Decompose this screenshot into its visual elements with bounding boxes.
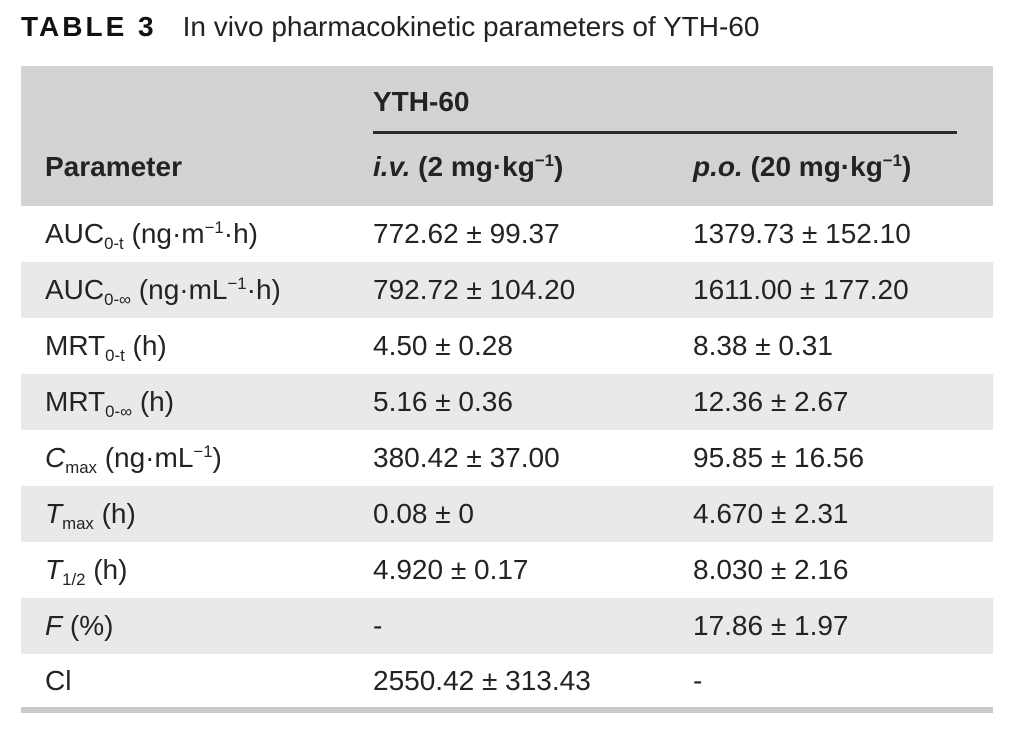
iv-value-cell: 772.62 ± 99.37 bbox=[373, 206, 693, 262]
group-header-cell: YTH-60 bbox=[373, 66, 993, 134]
iv-value-cell: 792.72 ± 104.20 bbox=[373, 262, 693, 318]
parameter-name: F (%) bbox=[21, 598, 373, 654]
parameter-name: Cl bbox=[21, 654, 373, 710]
po-value-cell: 8.030 ± 2.16 bbox=[693, 542, 993, 598]
parameter-name: MRT0-t (h) bbox=[21, 318, 373, 374]
po-value-cell: 1379.73 ± 152.10 bbox=[693, 206, 993, 262]
table-row: Cmax (ng·mL−1) 380.42 ± 37.00 95.85 ± 16.5… bbox=[21, 430, 993, 486]
iv-value-cell: 0.08 ± 0 bbox=[373, 486, 693, 542]
table-row: MRT0-∞ (h) 5.16 ± 0.36 12.36 ± 2.67 bbox=[21, 374, 993, 430]
table-row: T1/2 (h) 4.920 ± 0.17 8.030 ± 2.16 bbox=[21, 542, 993, 598]
group-header-row: YTH-60 bbox=[21, 66, 993, 134]
po-value-cell: 1611.00 ± 177.20 bbox=[693, 262, 993, 318]
iv-value-cell: 4.50 ± 0.28 bbox=[373, 318, 693, 374]
po-value-cell: - bbox=[693, 654, 993, 710]
table-header: YTH-60 Parameter i.v. (2 mg·kg−1) p.o. (… bbox=[21, 66, 993, 206]
iv-value-cell: 5.16 ± 0.36 bbox=[373, 374, 693, 430]
column-header-po: p.o. (20 mg·kg−1) bbox=[693, 134, 993, 206]
po-value-cell: 4.670 ± 2.31 bbox=[693, 486, 993, 542]
iv-value-cell: - bbox=[373, 598, 693, 654]
parameter-name: AUC0-t (ng·m−1·h) bbox=[21, 206, 373, 262]
column-header-iv: i.v. (2 mg·kg−1) bbox=[373, 134, 693, 206]
parameter-name: T1/2 (h) bbox=[21, 542, 373, 598]
table-number: TABLE 3 bbox=[21, 11, 157, 42]
group-underline: YTH-60 bbox=[373, 70, 957, 134]
parameter-name: AUC0-∞ (ng·mL−1·h) bbox=[21, 262, 373, 318]
table-body: AUC0-t (ng·m−1·h) 772.62 ± 99.37 1379.73 ±… bbox=[21, 206, 993, 710]
table-title: TABLE 3 In vivo pharmacokinetic parameter… bbox=[21, 10, 759, 44]
po-value-cell: 12.36 ± 2.67 bbox=[693, 374, 993, 430]
parameter-name: MRT0-∞ (h) bbox=[21, 374, 373, 430]
column-header-row: Parameter i.v. (2 mg·kg−1) p.o. (20 mg·k… bbox=[21, 134, 993, 206]
table-caption: In vivo pharmacokinetic parameters of YT… bbox=[182, 11, 760, 42]
group-header-label: YTH-60 bbox=[373, 86, 470, 117]
table-row: MRT0-t (h) 4.50 ± 0.28 8.38 ± 0.31 bbox=[21, 318, 993, 374]
table-row: Cl 2550.42 ± 313.43- bbox=[21, 654, 993, 710]
iv-value-cell: 4.920 ± 0.17 bbox=[373, 542, 693, 598]
parameter-name: Tmax (h) bbox=[21, 486, 373, 542]
po-value-cell: 8.38 ± 0.31 bbox=[693, 318, 993, 374]
group-spacer-cell bbox=[21, 66, 373, 134]
iv-value-cell: 2550.42 ± 313.43 bbox=[373, 654, 693, 710]
table-row: F (%) -17.86 ± 1.97 bbox=[21, 598, 993, 654]
table-row: AUC0-∞ (ng·mL−1·h) 792.72 ± 104.20 1611.00… bbox=[21, 262, 993, 318]
table-row: Tmax (h) 0.08 ± 0 4.670 ± 2.31 bbox=[21, 486, 993, 542]
iv-value-cell: 380.42 ± 37.00 bbox=[373, 430, 693, 486]
parameter-name: Cmax (ng·mL−1) bbox=[21, 430, 373, 486]
po-value-cell: 17.86 ± 1.97 bbox=[693, 598, 993, 654]
po-value-cell: 95.85 ± 16.56 bbox=[693, 430, 993, 486]
table-row: AUC0-t (ng·m−1·h) 772.62 ± 99.37 1379.73 ±… bbox=[21, 206, 993, 262]
pk-table: YTH-60 Parameter i.v. (2 mg·kg−1) p.o. (… bbox=[21, 66, 993, 713]
column-header-parameter: Parameter bbox=[21, 134, 373, 206]
